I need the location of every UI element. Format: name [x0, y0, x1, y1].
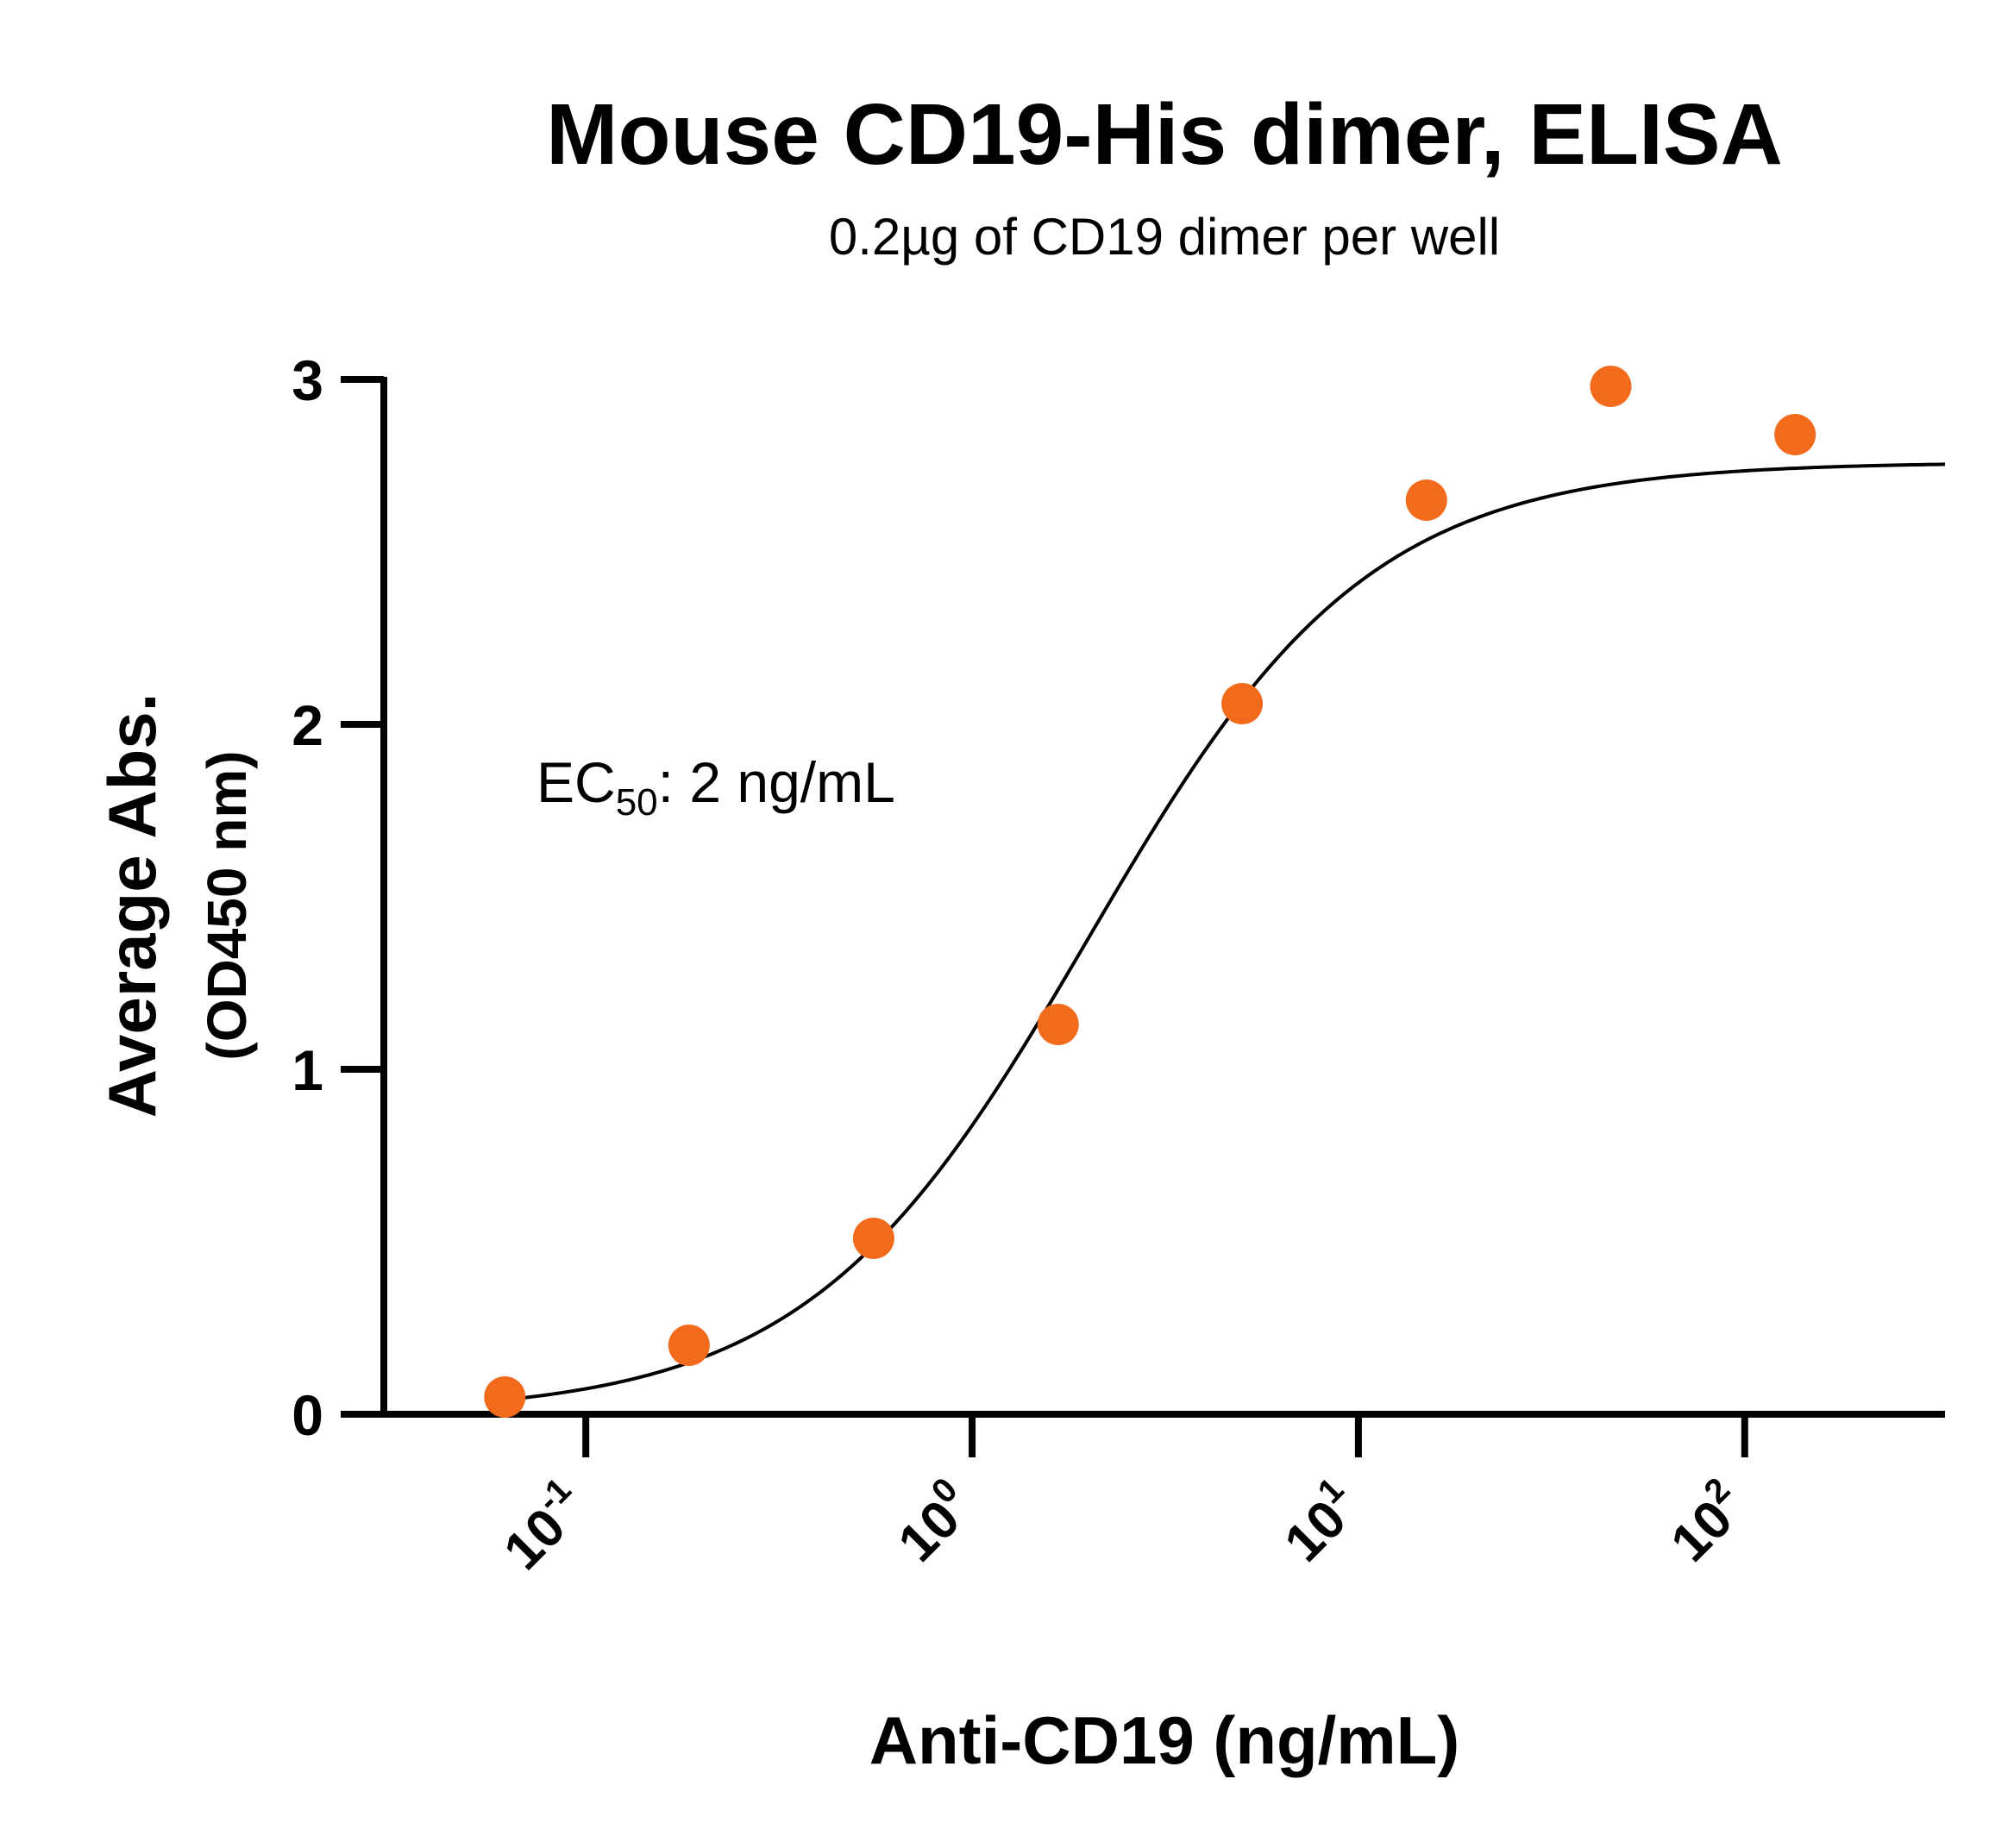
- y-tick-label-1: 1: [292, 1038, 323, 1102]
- data-point-6: [1590, 366, 1632, 407]
- data-point-5: [1405, 479, 1447, 521]
- ec50-subscript: 50: [616, 781, 658, 824]
- data-point-4: [1221, 683, 1264, 724]
- x-tick-label-text-3: 102: [1655, 1470, 1758, 1573]
- x-tick-label-3: 102: [1655, 1470, 1758, 1573]
- ec50-prefix: EC: [536, 750, 616, 814]
- chart-title: Mouse CD19-His dimer, ELISA: [546, 86, 1783, 183]
- y-tick-label-3: 3: [292, 348, 323, 412]
- data-point-1: [668, 1325, 710, 1366]
- ec50-annotation: EC50: 2 ng/mL: [536, 750, 895, 824]
- x-tick-label-text-1: 100: [882, 1470, 985, 1573]
- y-axis-label: Average Abs.: [94, 693, 170, 1118]
- x-tick-label-text-2: 101: [1269, 1470, 1371, 1573]
- x-tick-label-text-0: 10-1: [488, 1470, 599, 1581]
- y-tick-label-0: 0: [292, 1383, 323, 1447]
- fit-curve-layer: [505, 462, 1946, 1402]
- data-point-3: [1037, 1004, 1079, 1045]
- x-tick-label-1: 100: [882, 1470, 985, 1573]
- data-point-7: [1774, 414, 1816, 455]
- y-tick-label-2: 2: [292, 693, 323, 757]
- y-axis-sublabel: (OD450 nm): [196, 750, 258, 1060]
- data-point-0: [484, 1376, 526, 1418]
- y-axis-label-group: Average Abs. (OD450 nm): [94, 693, 258, 1118]
- fit-curve: [505, 462, 1946, 1402]
- x-tick-label-0: 10-1: [488, 1470, 599, 1581]
- data-point-2: [852, 1218, 894, 1259]
- ec50-value: : 2 ng/mL: [658, 750, 895, 814]
- x-axis-label: Anti-CD19 (ng/mL): [869, 1702, 1460, 1778]
- data-points: [484, 366, 1816, 1418]
- x-tick-label-2: 101: [1269, 1470, 1371, 1573]
- chart-subtitle: 0.2µg of CD19 dimer per well: [829, 208, 1500, 266]
